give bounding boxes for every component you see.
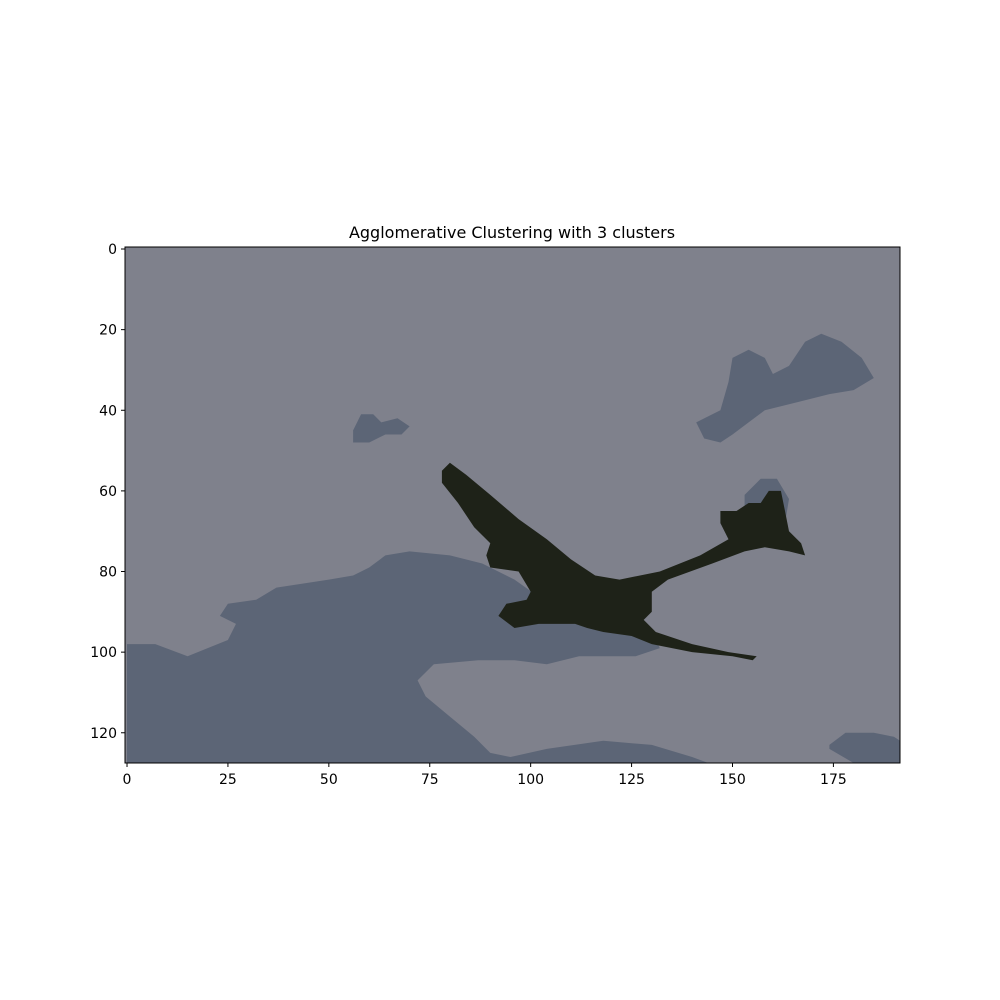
- cluster-region-cloud-2: [696, 333, 874, 443]
- x-tick-label: 125: [618, 772, 645, 788]
- y-tick-label: 20: [99, 323, 117, 339]
- y-tick-label: 100: [90, 645, 117, 661]
- x-tick-label: 50: [320, 772, 338, 788]
- image-plot-area: [125, 247, 900, 763]
- cluster-region-cloud-4: [829, 732, 900, 763]
- x-tick-label: 150: [719, 772, 746, 788]
- cluster-region-cloud-1: [353, 414, 410, 443]
- cluster-region-cloud-0: [127, 551, 709, 763]
- y-axis: 0 20 40 60 80 100 120: [90, 242, 125, 742]
- y-tick-label: 80: [99, 565, 117, 581]
- y-tick-label: 60: [99, 484, 117, 500]
- x-axis: 0 25 50 75 100 125 150 175: [123, 763, 847, 788]
- x-tick-label: 75: [421, 772, 439, 788]
- x-tick-label: 175: [820, 772, 847, 788]
- x-tick-label: 0: [123, 772, 132, 788]
- y-tick-label: 40: [99, 403, 117, 419]
- axes-frame: [124, 246, 901, 764]
- y-tick-label: 0: [108, 242, 117, 258]
- chart-title: Agglomerative Clustering with 3 clusters: [349, 223, 675, 242]
- y-tick-label: 120: [90, 726, 117, 742]
- x-tick-label: 25: [219, 772, 237, 788]
- cluster-region-plane-5: [441, 462, 806, 661]
- x-tick-label: 100: [517, 772, 544, 788]
